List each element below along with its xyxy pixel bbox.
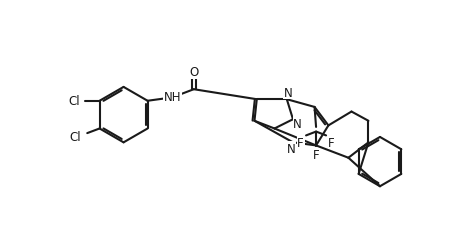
- Text: F: F: [297, 136, 304, 149]
- Text: F: F: [328, 136, 335, 149]
- Text: N: N: [284, 86, 293, 99]
- Text: Cl: Cl: [70, 131, 81, 144]
- Text: NH: NH: [164, 91, 181, 104]
- Text: N: N: [287, 142, 296, 155]
- Text: F: F: [313, 149, 319, 161]
- Text: Cl: Cl: [68, 95, 80, 108]
- Text: O: O: [189, 66, 199, 79]
- Text: N: N: [293, 117, 302, 130]
